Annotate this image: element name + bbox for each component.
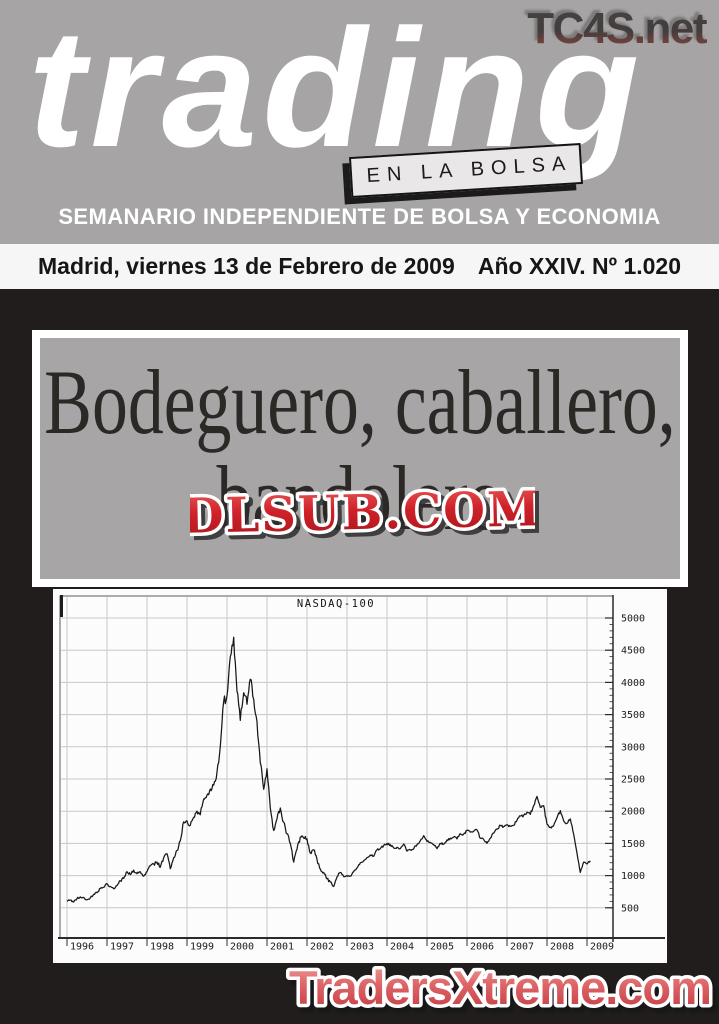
- svg-text:1000: 1000: [621, 871, 645, 882]
- svg-text:2000: 2000: [621, 807, 645, 818]
- svg-text:1996: 1996: [70, 942, 94, 953]
- headline-line1: Bodeguero, caballero,: [44, 351, 676, 453]
- svg-text:2007: 2007: [510, 942, 534, 953]
- dateline-date: Madrid, viernes 13 de Febrero de 2009: [38, 253, 455, 279]
- dateline-strip: Madrid, viernes 13 de Febrero de 2009 Añ…: [0, 244, 719, 289]
- svg-text:2009: 2009: [590, 942, 614, 953]
- masthead: TC4S.net trading EN LA BOLSA SEMANARIO I…: [0, 0, 719, 244]
- svg-text:NASDAQ-100: NASDAQ-100: [297, 598, 375, 610]
- svg-text:1998: 1998: [150, 942, 174, 953]
- dlsub-watermark-text: DLSUB.COM: [190, 481, 535, 545]
- svg-text:3500: 3500: [621, 710, 645, 721]
- svg-text:2004: 2004: [390, 942, 414, 953]
- headline-background: Bodeguero, caballero, bandolero: [40, 338, 680, 579]
- tradersxtreme-watermark-text: TradersXtreme.com: [289, 961, 711, 1014]
- svg-text:2005: 2005: [430, 942, 454, 953]
- svg-text:500: 500: [621, 903, 639, 914]
- headline-line2: bandolero: [216, 447, 504, 549]
- svg-text:2000: 2000: [230, 942, 254, 953]
- tc4s-watermark-text: TC4S.net: [527, 4, 708, 53]
- tc4s-watermark: TC4S.net: [527, 4, 709, 53]
- tradersxtreme-watermark: TradersXtreme.com: [286, 958, 716, 1018]
- svg-text:1997: 1997: [110, 942, 134, 953]
- svg-text:2001: 2001: [270, 942, 294, 953]
- svg-text:2008: 2008: [550, 942, 574, 953]
- svg-text:2500: 2500: [621, 775, 645, 786]
- dlsub-watermark: DLSUB.COM: [190, 478, 535, 549]
- svg-text:2002: 2002: [310, 942, 334, 953]
- magazine-logo: trading: [28, 0, 645, 182]
- bolsa-badge-label: EN LA BOLSA: [365, 152, 573, 188]
- svg-text:3000: 3000: [621, 742, 645, 753]
- chart-box: 1996 1997 1998 1999 2000 2001 2002 2003 2004 2005…: [53, 589, 667, 963]
- dateline-issue-number: Año XXIV. Nº 1.020: [477, 253, 681, 279]
- svg-text:1999: 1999: [190, 942, 214, 953]
- svg-text:2003: 2003: [350, 942, 374, 953]
- svg-text:5000: 5000: [621, 614, 645, 625]
- headline-box: Bodeguero, caballero, bandolero: [32, 330, 688, 587]
- nasdaq-chart-svg: 1996 1997 1998 1999 2000 2001 2002 2003 2004 2005…: [53, 589, 667, 963]
- svg-text:2006: 2006: [470, 942, 494, 953]
- masthead-tagline: SEMANARIO INDEPENDIENTE DE BOLSA Y ECONO…: [58, 204, 661, 229]
- svg-text:4000: 4000: [621, 678, 645, 689]
- svg-text:1500: 1500: [621, 839, 645, 850]
- svg-text:4500: 4500: [621, 646, 645, 657]
